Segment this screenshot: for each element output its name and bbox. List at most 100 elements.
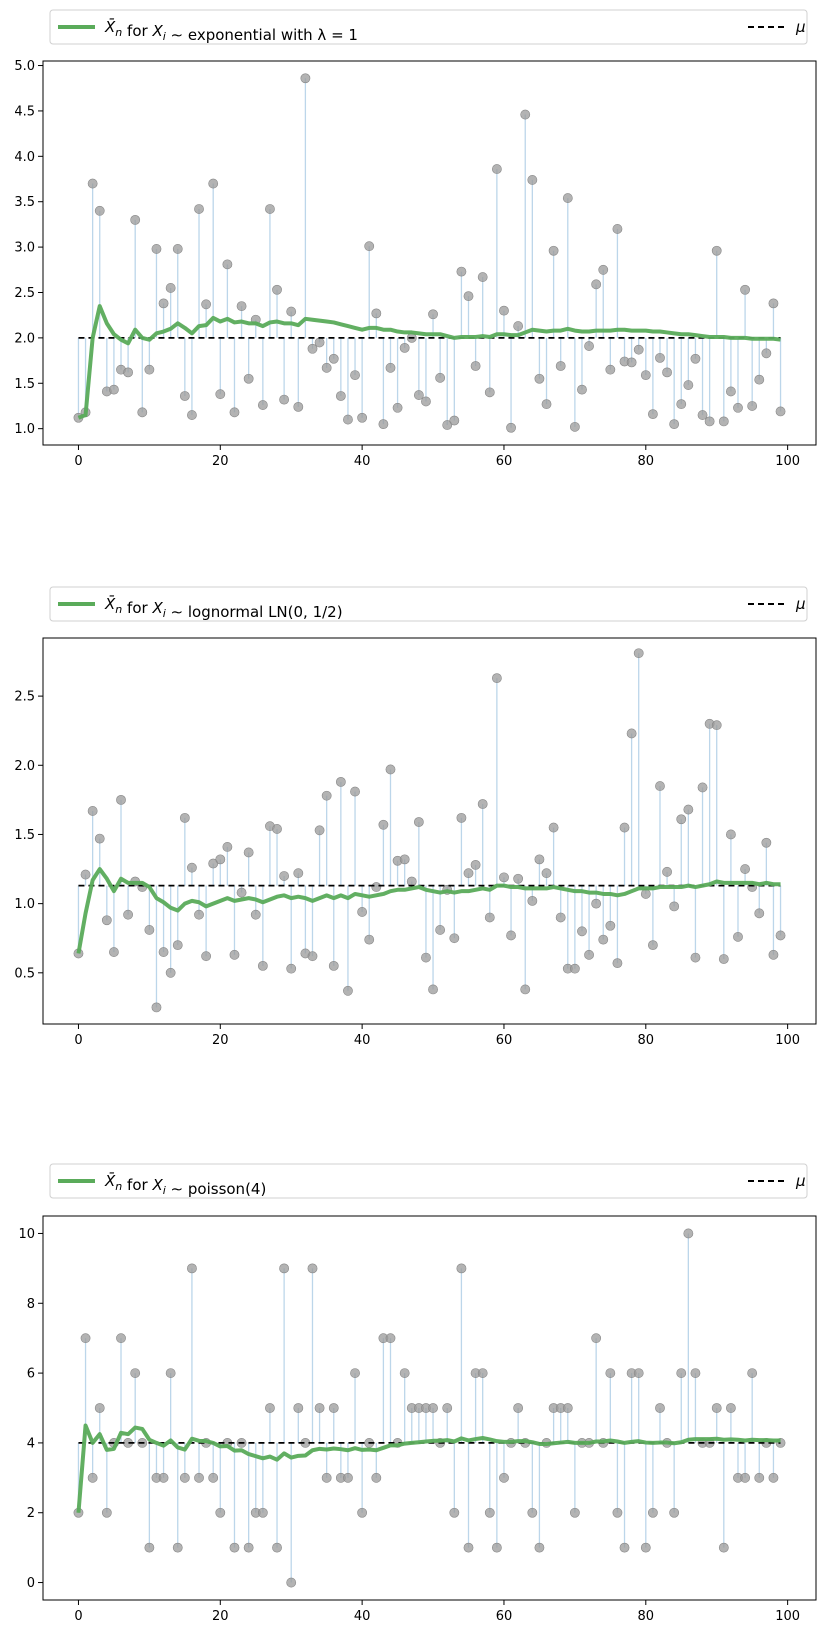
sample-point <box>754 374 765 385</box>
sample-point <box>605 920 616 931</box>
sample-point <box>456 812 467 823</box>
y-tick-label: 1.5 <box>14 377 35 392</box>
sample-point <box>350 370 360 380</box>
chart-panel-1: X̄n for Xi ∼ exponential with λ = 1 μ 0 20 4… <box>14 9 817 469</box>
sample-point <box>250 909 261 920</box>
sample-point <box>222 259 233 270</box>
legend: X̄n for Xi ∼ exponential with λ = 1 μ <box>49 9 808 45</box>
sample-point <box>725 386 736 397</box>
sample-point <box>165 967 176 978</box>
sample-point <box>591 279 602 290</box>
legend-mean-label: X̄n for Xi ∼ exponential with λ = 1 <box>104 17 358 44</box>
sample-point <box>179 812 190 823</box>
sample-point <box>428 309 438 320</box>
sample-point <box>662 866 672 877</box>
sample-point <box>151 244 162 254</box>
sample-point <box>669 901 680 912</box>
y-tick-label: 2.5 <box>14 286 35 301</box>
y-tick-label: 5.0 <box>14 59 35 74</box>
sample-point <box>314 1403 325 1413</box>
x-tick-label: 60 <box>496 454 513 469</box>
running-mean-line <box>77 304 781 420</box>
sample-point <box>137 407 148 418</box>
sample-point <box>591 898 602 909</box>
sample-point <box>208 1472 219 1483</box>
sample-point <box>541 399 552 410</box>
sample-point <box>272 824 282 834</box>
sample-point <box>350 1368 360 1378</box>
x-tick-label: 80 <box>638 1033 655 1048</box>
y-tick-label: 8 <box>27 1297 35 1312</box>
sample-point <box>279 394 290 405</box>
sample-point <box>690 1368 701 1378</box>
x-tick-label: 40 <box>354 454 371 469</box>
legend-mean-label: X̄n for Xi ∼ poisson(4) <box>104 1171 266 1198</box>
sample-point <box>655 781 665 791</box>
sample-point <box>94 1403 105 1413</box>
sample-point <box>513 873 524 884</box>
sample-point <box>449 1507 460 1518</box>
sample-point <box>676 1368 687 1378</box>
sample-point <box>435 372 446 383</box>
sample-point <box>109 947 119 957</box>
sample-point <box>655 1403 665 1413</box>
sample-point <box>101 915 112 926</box>
sample-point <box>761 348 772 359</box>
sample-point <box>584 341 594 351</box>
sample-point <box>158 298 169 309</box>
sample-point <box>328 353 339 364</box>
sample-point <box>215 1507 226 1518</box>
y-tick-label: 2.0 <box>14 331 35 346</box>
sample-point <box>179 1472 190 1483</box>
y-tick-label: 4 <box>27 1436 35 1451</box>
y-tick-label: 0 <box>27 1576 35 1591</box>
sample-point <box>499 872 509 883</box>
sample-point <box>754 908 765 919</box>
sample-point <box>257 1507 268 1518</box>
sample-point <box>144 1542 155 1553</box>
sample-point <box>633 648 644 659</box>
sample-point <box>555 912 566 923</box>
sample-point <box>116 794 126 805</box>
x-tick-label: 0 <box>74 1033 82 1048</box>
sample-point <box>272 284 282 295</box>
sample-point <box>272 1542 282 1553</box>
sample-point <box>768 1472 779 1483</box>
sample-point <box>725 829 736 840</box>
x-tick-label: 100 <box>775 1033 800 1048</box>
sample-point <box>491 164 502 174</box>
sample-point <box>194 1472 204 1483</box>
sample-point <box>484 1507 495 1518</box>
sample-point <box>229 407 240 418</box>
sample-point <box>676 814 687 825</box>
sample-point <box>577 926 587 937</box>
sample-point <box>463 291 474 302</box>
sample-point <box>548 822 559 833</box>
sample-point <box>215 854 226 865</box>
sample-point <box>740 864 750 874</box>
sample-point <box>172 1542 183 1553</box>
sample-point <box>619 822 630 833</box>
sample-point <box>555 361 566 371</box>
sample-point <box>477 799 488 809</box>
sample-point <box>328 960 339 971</box>
sample-point <box>683 804 694 815</box>
sample-point <box>257 960 268 971</box>
sample-point <box>697 410 708 420</box>
sample-point <box>293 868 304 879</box>
sample-point <box>314 825 325 836</box>
sample-point <box>314 337 325 348</box>
y-tick-label: 10 <box>18 1227 35 1242</box>
sample-point <box>747 401 758 411</box>
sample-point <box>321 790 332 801</box>
sample-point <box>470 859 481 870</box>
x-tick-label: 60 <box>496 1033 513 1048</box>
sample-point <box>321 1472 332 1483</box>
sample-point <box>506 930 516 941</box>
sample-point <box>676 399 687 410</box>
sample-point <box>144 925 155 935</box>
sample-point <box>513 1403 524 1413</box>
sample-point <box>442 1403 453 1413</box>
sample-point <box>520 109 531 120</box>
sample-point <box>456 1263 467 1274</box>
